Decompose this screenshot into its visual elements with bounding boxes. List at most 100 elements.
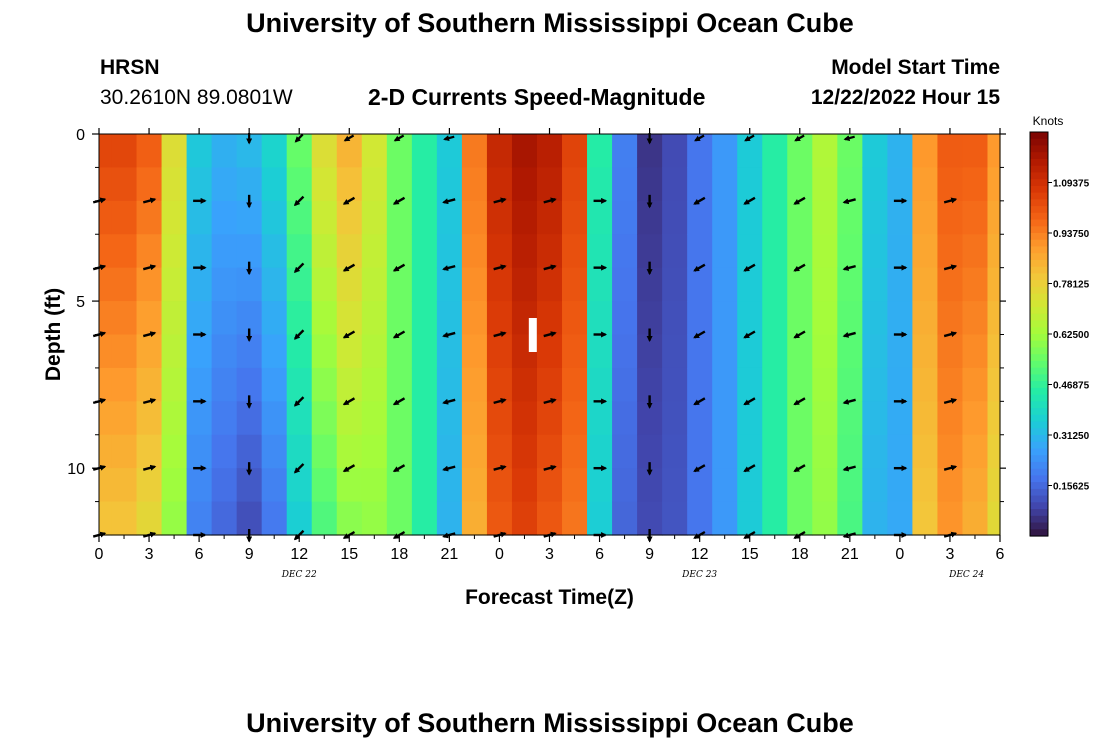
current-vector [393, 134, 405, 142]
heatmap-cell [612, 468, 638, 503]
heatmap-cell [762, 234, 788, 269]
heatmap-cell [436, 401, 463, 436]
colorbar-segment [1030, 347, 1048, 355]
heatmap-cell [787, 267, 813, 302]
page-title-repeat: University of Southern Mississippi Ocean… [246, 708, 854, 738]
heatmap-cell [161, 401, 188, 436]
heatmap-cell [587, 434, 613, 469]
heatmap-cell [937, 468, 964, 503]
heatmap-cell [411, 200, 438, 235]
heatmap-cell [762, 401, 788, 436]
current-vector [443, 135, 455, 142]
heatmap-cell [486, 167, 513, 202]
colorbar-unit-label: Knots [1033, 114, 1064, 128]
current-vector [842, 465, 856, 472]
colorbar-segment [1030, 441, 1048, 450]
heatmap-cell [737, 267, 763, 302]
heatmap-cell [912, 234, 939, 269]
heatmap-cell [587, 234, 613, 269]
heatmap-cell [261, 501, 288, 536]
heatmap-cell [712, 234, 738, 269]
current-vector [693, 196, 706, 205]
heatmap-cell [186, 468, 213, 503]
heatmap-cell [787, 501, 813, 536]
heatmap-cell [937, 334, 964, 369]
heatmap-cell [461, 301, 488, 336]
colorbar-segment [1030, 468, 1048, 476]
heatmap-cell [161, 167, 188, 202]
heatmap-cell [161, 468, 188, 503]
colorbar-segment [1030, 165, 1048, 173]
heatmap-cell [962, 334, 989, 369]
heatmap-cell [311, 267, 338, 302]
heatmap-cell [136, 501, 163, 536]
heatmap-cell [712, 334, 738, 369]
heatmap-cell [912, 434, 939, 469]
heatmap-cell [286, 301, 313, 336]
colorbar-segment [1030, 522, 1048, 530]
heatmap-cell [336, 234, 363, 269]
current-vector [392, 464, 406, 473]
heatmap-cell [286, 434, 313, 469]
heatmap-cell [937, 401, 964, 436]
heatmap-cell [887, 167, 914, 202]
heatmap-cell [662, 234, 688, 269]
x-tick-label: 12 [691, 546, 709, 563]
heatmap-cell [536, 134, 563, 169]
heatmap-cell [912, 334, 939, 369]
heatmap-cell [99, 434, 113, 469]
heatmap-cell [862, 234, 888, 269]
heatmap-cell [386, 234, 413, 269]
heatmap-cell [562, 301, 588, 336]
heatmap-cell [687, 367, 713, 402]
heatmap-cell [937, 267, 964, 302]
heatmap-cell [837, 401, 863, 436]
heatmap-cell [411, 234, 438, 269]
heatmap-cell [787, 334, 813, 369]
heatmap-cell [787, 401, 813, 436]
heatmap-cell [161, 134, 188, 169]
heatmap-cell [562, 434, 588, 469]
heatmap-cell [762, 267, 788, 302]
heatmap-cell [111, 267, 138, 302]
heatmap-cell [737, 468, 763, 503]
heatmap-cell [161, 200, 188, 235]
colorbar-segment [1030, 381, 1048, 389]
heatmap-cell [962, 267, 989, 302]
heatmap-cell [536, 334, 563, 369]
x-tick-label: 3 [545, 546, 554, 563]
heatmap-cell [862, 501, 888, 536]
heatmap-cell [962, 234, 989, 269]
heatmap-cell [862, 167, 888, 202]
heatmap-cell [486, 200, 513, 235]
heatmap-cell [111, 234, 138, 269]
colorbar-segment [1030, 152, 1048, 160]
heatmap-cell [386, 367, 413, 402]
heatmap-cell [411, 301, 438, 336]
heatmap-cell [536, 267, 563, 302]
heatmap-cell [962, 501, 989, 536]
heatmap-cell [912, 301, 939, 336]
heatmap-cell [562, 134, 588, 169]
colorbar-segment [1030, 435, 1048, 443]
x-tick-label: 0 [495, 546, 504, 563]
heatmap-cell [311, 401, 338, 436]
current-vector [743, 263, 756, 272]
colorbar-segment [1030, 307, 1048, 315]
heatmap-cell [862, 134, 888, 169]
heatmap-cell [461, 401, 488, 436]
heatmap-cell [787, 167, 813, 202]
heatmap-cell [837, 200, 863, 235]
heatmap-cell [962, 401, 989, 436]
heatmap-cell [712, 167, 738, 202]
heatmap-cell [687, 234, 713, 269]
heatmap-cell [436, 234, 463, 269]
heatmap-cell [486, 301, 513, 336]
heatmap-cell [436, 134, 463, 169]
heatmap-cell [712, 401, 738, 436]
heatmap-cell [937, 167, 964, 202]
heatmap-cell [411, 367, 438, 402]
heatmap-cell [336, 200, 363, 235]
heatmap-cell [737, 401, 763, 436]
heatmap-cell [687, 200, 713, 235]
